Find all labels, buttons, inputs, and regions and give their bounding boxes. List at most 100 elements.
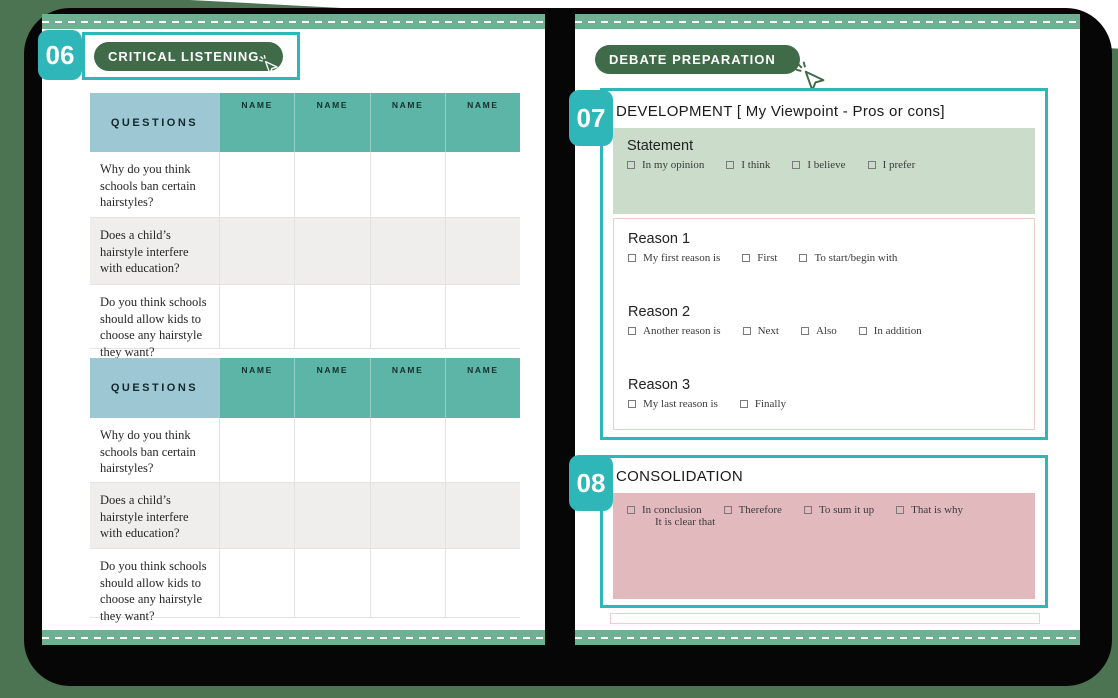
checkbox-icon[interactable] bbox=[628, 327, 636, 335]
click-cursor-icon bbox=[259, 54, 279, 74]
option-item: Therefore bbox=[723, 504, 782, 516]
option-label: Next bbox=[757, 325, 779, 337]
critical-listening-label: CRITICAL LISTENING bbox=[108, 48, 260, 64]
answer-cell[interactable] bbox=[369, 549, 445, 618]
option-label: Another reason is bbox=[643, 325, 721, 337]
debate-preparation-label: DEBATE PREPARATION bbox=[609, 52, 776, 67]
question-cell: Does a child’s hairstyle interfere with … bbox=[90, 483, 219, 549]
option-item: It is clear that bbox=[655, 516, 715, 528]
section-number-badge-08: 08 bbox=[569, 455, 613, 511]
answer-cell[interactable] bbox=[369, 418, 445, 483]
answer-cell[interactable] bbox=[369, 152, 445, 218]
option-label: To sum it up bbox=[818, 504, 875, 516]
question-cell: Do you think schools should allow kids t… bbox=[90, 549, 219, 623]
checkbox-icon[interactable] bbox=[627, 161, 635, 169]
reason-3-heading: Reason 3 bbox=[628, 377, 691, 393]
reason-1-options: My first reason is First To start/begin … bbox=[628, 252, 1020, 264]
checkbox-icon[interactable] bbox=[723, 506, 732, 514]
option-label: In my opinion bbox=[642, 159, 705, 171]
checkbox-icon[interactable] bbox=[628, 400, 636, 408]
option-item: To sum it up bbox=[803, 504, 875, 516]
answer-cell[interactable] bbox=[219, 483, 295, 549]
option-item: To start/begin with bbox=[799, 252, 897, 264]
click-cursor-icon bbox=[795, 61, 825, 92]
answer-cell[interactable] bbox=[444, 483, 520, 549]
option-item: I think bbox=[726, 159, 770, 171]
question-cell: Why do you think schools ban certain hai… bbox=[90, 418, 219, 483]
critical-listening-title-box: CRITICAL LISTENING bbox=[82, 32, 300, 80]
consolidation-options: In conclusion Therefore To sum it up Tha… bbox=[627, 504, 1021, 528]
answer-cell[interactable] bbox=[219, 418, 295, 483]
option-label: My last reason is bbox=[643, 398, 718, 410]
answer-cell[interactable] bbox=[444, 549, 520, 618]
question-cell: Why do you think schools ban certain hai… bbox=[90, 152, 219, 218]
critical-listening-button[interactable]: CRITICAL LISTENING bbox=[94, 41, 284, 74]
name-header: NAME bbox=[444, 93, 520, 152]
answer-cell[interactable] bbox=[219, 549, 295, 618]
reason-2-block: Reason 2 Another reason is Next Also In … bbox=[628, 304, 1020, 369]
reason-3-block: Reason 3 My last reason is Finally bbox=[628, 377, 1020, 442]
option-label: To start/begin with bbox=[814, 252, 898, 264]
option-label: It is clear that bbox=[655, 516, 716, 528]
answer-cell[interactable] bbox=[444, 152, 520, 218]
question-cell: Does a child’s hairstyle interfere with … bbox=[90, 218, 219, 285]
option-label: I believe bbox=[807, 159, 846, 171]
answer-cell[interactable] bbox=[219, 218, 295, 285]
answer-cell[interactable] bbox=[444, 218, 520, 285]
reason-2-options: Another reason is Next Also In addition bbox=[628, 325, 1020, 337]
page-right: DEBATE PREPARATION 07 DEVELOPMENT [ My V… bbox=[569, 14, 1080, 645]
checkbox-icon[interactable] bbox=[792, 161, 801, 169]
reason-1-heading: Reason 1 bbox=[628, 231, 691, 247]
name-header: NAME bbox=[294, 358, 370, 418]
answer-cell[interactable] bbox=[444, 285, 520, 349]
answer-cell[interactable] bbox=[219, 285, 295, 349]
checkbox-icon[interactable] bbox=[739, 400, 748, 408]
checkbox-icon[interactable] bbox=[627, 506, 635, 514]
reasons-box: Reason 1 My first reason is First To sta… bbox=[613, 218, 1035, 430]
answer-cell[interactable] bbox=[369, 483, 445, 549]
option-item: My last reason is bbox=[628, 398, 718, 410]
checkbox-icon[interactable] bbox=[800, 327, 809, 335]
option-item: Another reason is bbox=[628, 325, 721, 337]
page-left: 06 CRITICAL LISTENING QUESTIONS NAME NAM… bbox=[38, 14, 545, 645]
answer-cell[interactable] bbox=[444, 418, 520, 483]
checkbox-icon[interactable] bbox=[799, 254, 808, 262]
option-label: Therefore bbox=[738, 504, 782, 516]
checkbox-icon[interactable] bbox=[803, 506, 812, 514]
answer-cell[interactable] bbox=[294, 549, 370, 618]
answer-cell[interactable] bbox=[294, 285, 370, 349]
checkbox-icon[interactable] bbox=[858, 327, 867, 335]
statement-box: Statement In my opinion I think I believ… bbox=[613, 128, 1035, 214]
answer-cell[interactable] bbox=[219, 152, 295, 218]
answer-cell[interactable] bbox=[294, 418, 370, 483]
option-item: I believe bbox=[792, 159, 846, 171]
option-label: In conclusion bbox=[642, 504, 702, 516]
option-item: Next bbox=[742, 325, 779, 337]
answer-cell[interactable] bbox=[294, 218, 370, 285]
development-box: DEVELOPMENT [ My Viewpoint - Pros or con… bbox=[600, 88, 1048, 440]
section-number-badge-06: 06 bbox=[38, 30, 82, 80]
name-header: NAME bbox=[219, 93, 295, 152]
checkbox-icon[interactable] bbox=[742, 327, 751, 335]
checkbox-icon[interactable] bbox=[896, 506, 905, 514]
checkbox-icon[interactable] bbox=[628, 254, 636, 262]
answer-cell[interactable] bbox=[294, 483, 370, 549]
option-label: That is why bbox=[911, 504, 964, 516]
option-item: In addition bbox=[858, 325, 922, 337]
debate-preparation-button[interactable]: DEBATE PREPARATION bbox=[595, 45, 825, 92]
answer-cell[interactable] bbox=[369, 285, 445, 349]
consolidation-box: CONSOLIDATION In conclusion Therefore To… bbox=[600, 455, 1048, 608]
checkbox-icon[interactable] bbox=[742, 254, 751, 262]
answer-cell[interactable] bbox=[369, 218, 445, 285]
answer-cell[interactable] bbox=[294, 152, 370, 218]
page-right-bottom-band bbox=[575, 630, 1080, 645]
name-header: NAME bbox=[444, 358, 520, 418]
option-label: My first reason is bbox=[643, 252, 721, 264]
page-left-top-band bbox=[42, 14, 545, 29]
empty-writing-strip[interactable] bbox=[610, 613, 1040, 624]
option-item: I prefer bbox=[867, 159, 915, 171]
checkbox-icon[interactable] bbox=[726, 161, 735, 169]
reason-1-block: Reason 1 My first reason is First To sta… bbox=[628, 231, 1020, 296]
checkbox-icon[interactable] bbox=[867, 161, 876, 169]
